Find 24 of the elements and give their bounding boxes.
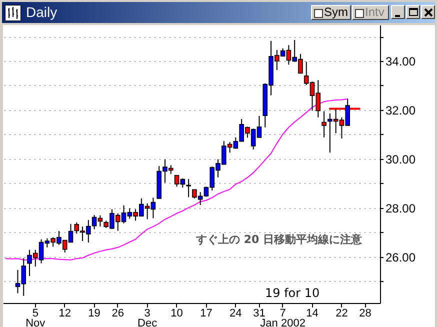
x-tick-label: 31 bbox=[253, 308, 266, 320]
candlestick bbox=[322, 110, 326, 138]
annotation: 19 for 10 bbox=[265, 286, 320, 300]
text: Intv bbox=[352, 5, 389, 20]
x-tick-label: 28 bbox=[359, 308, 372, 320]
x-tick-label: 10 bbox=[170, 308, 183, 320]
x-tick-label: 24 bbox=[230, 308, 242, 320]
x-tick-label: 14 bbox=[306, 308, 318, 320]
annotation: すぐ上の 20 日移動平均線に注意 bbox=[195, 233, 363, 246]
candlestick bbox=[186, 178, 191, 198]
chart-title: Daily bbox=[26, 3, 58, 22]
x-tick-label: 19 bbox=[88, 308, 100, 320]
x-tick-label: 12 bbox=[58, 308, 71, 320]
y-tick-label: 32.00 bbox=[386, 103, 416, 118]
text: Sym bbox=[311, 5, 351, 20]
x-tick-label: 3 Dec bbox=[138, 308, 158, 327]
x-tick-label: 5 Nov bbox=[26, 308, 46, 327]
x-tick-label: 22 bbox=[336, 308, 348, 320]
y-tick-label: 34.00 bbox=[386, 54, 416, 69]
y-tick-label: 30.00 bbox=[386, 152, 416, 166]
x-tick-label: 26 bbox=[112, 308, 124, 320]
x-tick-label: 17 bbox=[200, 308, 212, 320]
y-tick-label: 26.00 bbox=[386, 250, 416, 264]
y-tick-label: 28.00 bbox=[386, 201, 416, 216]
